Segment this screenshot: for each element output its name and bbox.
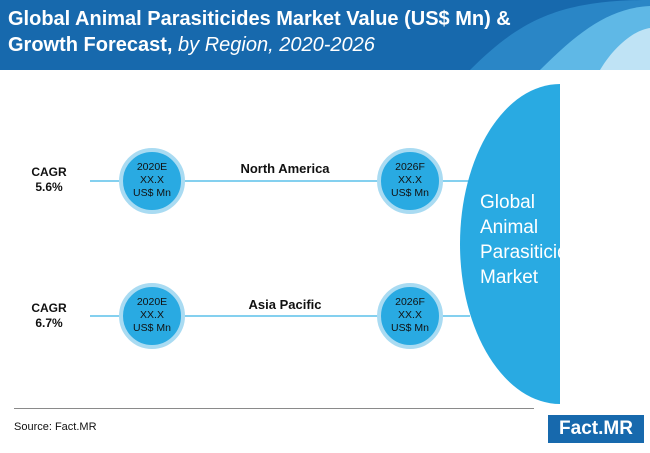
- global-market-shape: [460, 84, 560, 404]
- footer-divider: [14, 408, 534, 409]
- north-america-cagr: CAGR 5.6%: [31, 165, 67, 194]
- north-america-2020-circle: [119, 148, 185, 214]
- asia-pacific-cagr: CAGR 6.7%: [31, 301, 67, 330]
- header-banner: Global Animal Parasiticides Market Value…: [0, 0, 650, 70]
- asia-pacific-2020-circle: [119, 283, 185, 349]
- north-america-2020-value: 2020E XX.X US$ Mn: [133, 161, 171, 199]
- north-america-label: North America: [240, 161, 330, 176]
- header-wave-decoration: [470, 0, 650, 70]
- north-america-2026-circle: [377, 148, 443, 214]
- source-note: Source: Fact.MR: [14, 421, 97, 433]
- asia-pacific-2026-value: 2026F XX.X US$ Mn: [391, 296, 429, 334]
- page-title: Global Animal Parasiticides Market Value…: [8, 8, 511, 56]
- asia-pacific-2020-value: 2020E XX.X US$ Mn: [133, 296, 171, 334]
- brand-logo: Fact.MR: [548, 415, 644, 443]
- global-market-label: Global Animal Parasiticides Market: [480, 192, 588, 288]
- asia-pacific-label: Asia Pacific: [248, 297, 322, 312]
- north-america-2026-value: 2026F XX.X US$ Mn: [391, 161, 429, 199]
- asia-pacific-2026-circle: [377, 283, 443, 349]
